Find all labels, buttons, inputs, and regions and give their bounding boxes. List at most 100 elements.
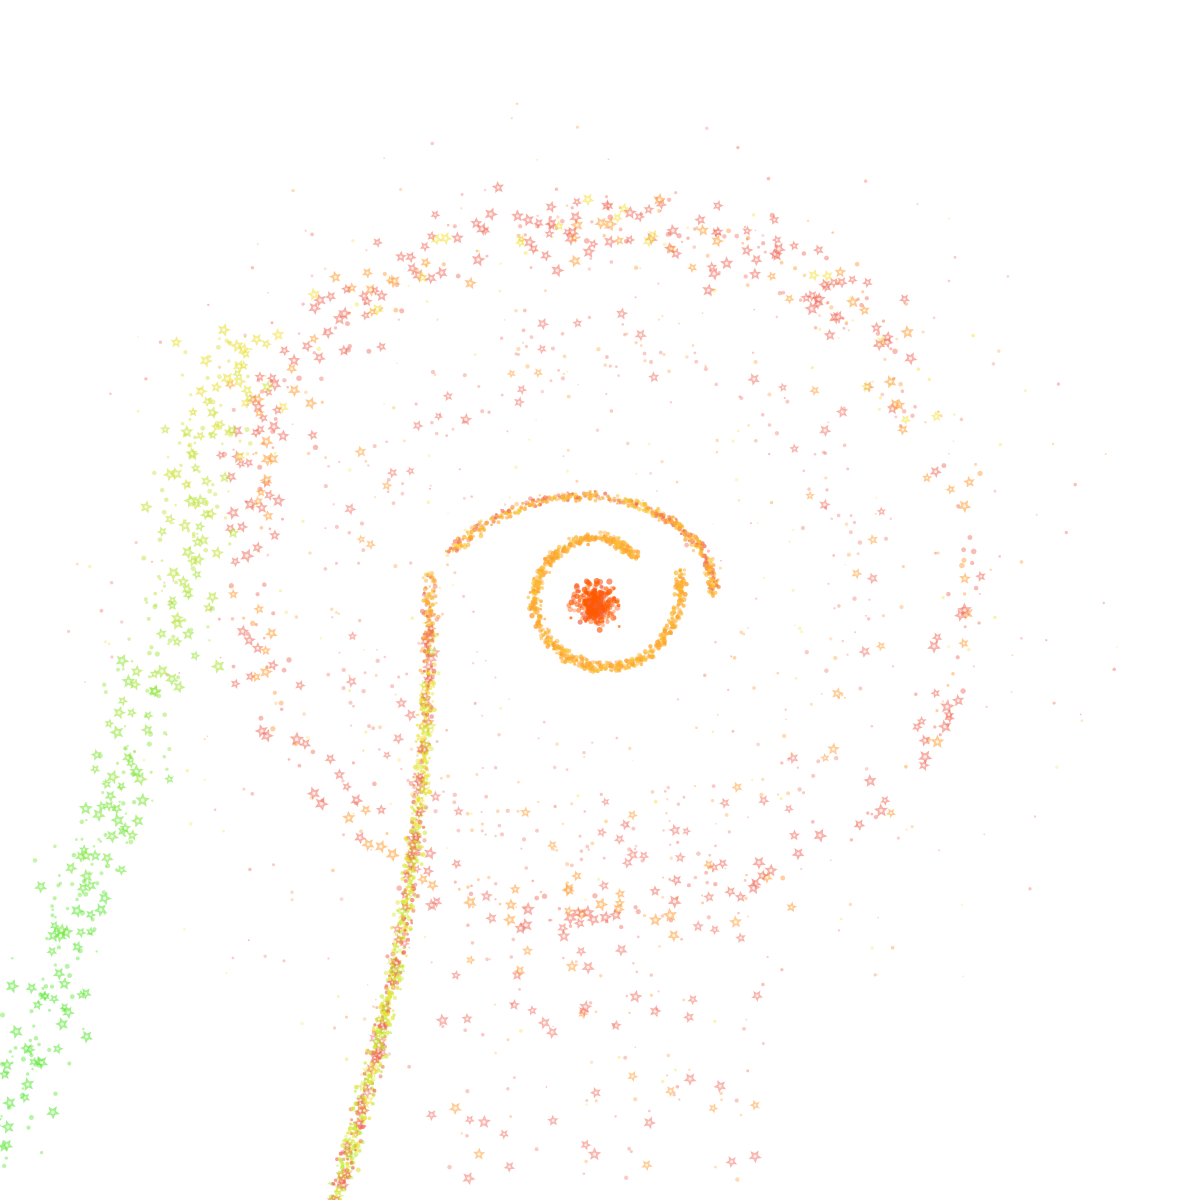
star-flower-particle: [45, 1105, 61, 1120]
dot-particle: [353, 1090, 357, 1093]
dot-particle: [627, 665, 632, 670]
dot-particle: [655, 642, 661, 648]
dot-particle: [900, 389, 905, 393]
dot-particle: [635, 909, 641, 915]
dot-particle: [960, 688, 966, 694]
dot-particle: [385, 986, 390, 991]
dot-particle: [966, 647, 971, 652]
dot-particle: [824, 668, 829, 673]
dot-particle: [913, 404, 917, 409]
star-flower-particle: [78, 800, 94, 815]
star-flower-particle: [33, 880, 48, 894]
star-flower-particle: [581, 193, 595, 207]
dot-particle: [463, 528, 467, 532]
dot-particle: [634, 1046, 637, 1049]
dot-particle: [669, 626, 673, 630]
dot-particle: [587, 315, 592, 320]
dot-particle: [433, 373, 437, 377]
dot-particle: [425, 587, 429, 590]
dot-particle: [496, 520, 501, 525]
dot-particle: [521, 837, 527, 842]
dot-particle: [625, 501, 629, 505]
dot-particle: [503, 318, 506, 321]
core-particle: [598, 616, 605, 624]
star-flower-particle: [403, 708, 417, 723]
dot-particle: [635, 970, 639, 974]
star-flower-particle: [195, 430, 207, 442]
dot-particle: [549, 635, 554, 639]
dot-particle: [250, 266, 255, 270]
dot-particle: [390, 985, 395, 989]
dot-particle: [231, 664, 236, 669]
dot-particle: [510, 506, 515, 510]
dot-particle: [606, 494, 610, 498]
dot-particle: [666, 1053, 671, 1058]
star-flower-particle: [360, 837, 375, 852]
dot-particle: [694, 359, 699, 364]
star-flower-particle: [750, 990, 764, 1003]
star-flower-particle: [110, 812, 125, 828]
dot-particle: [312, 444, 319, 450]
dot-particle: [562, 956, 565, 960]
core-particle: [566, 603, 572, 608]
dot-particle: [589, 1060, 594, 1064]
dot-particle: [825, 488, 829, 492]
dot-particle: [306, 735, 310, 740]
dot-particle: [615, 736, 619, 740]
star-flower-particle: [520, 901, 536, 916]
dot-particle: [466, 923, 470, 927]
dot-particle: [549, 379, 553, 383]
dot-particle: [703, 673, 707, 677]
dot-particle: [703, 366, 709, 372]
dot-particle: [506, 430, 509, 433]
dot-particle: [382, 271, 387, 277]
dot-particle: [594, 668, 599, 673]
star-flower-particle: [600, 797, 610, 807]
dot-particle: [231, 956, 235, 960]
star-flower-particle: [75, 927, 87, 939]
dot-particle: [914, 692, 918, 697]
star-flower-particle: [5, 978, 21, 994]
dot-particle: [402, 439, 406, 443]
dot-particle: [936, 410, 940, 414]
star-flower-particle: [191, 569, 202, 581]
dot-particle: [11, 957, 14, 960]
dot-particle: [514, 465, 518, 469]
dot-particle: [323, 567, 328, 571]
dot-particle: [576, 794, 580, 798]
dot-particle: [193, 435, 197, 440]
dot-particle: [617, 1055, 621, 1059]
star-flower-particle: [674, 851, 687, 863]
dot-particle: [806, 219, 810, 222]
star-flower-particle: [394, 696, 408, 709]
dot-particle: [612, 496, 617, 502]
star-flower-particle: [475, 222, 490, 237]
star-flower-particle: [321, 326, 335, 340]
star-flower-particle: [254, 370, 266, 382]
dot-particle: [423, 736, 428, 741]
core-particle: [592, 584, 598, 590]
dot-particle: [846, 653, 849, 656]
dot-particle: [134, 541, 138, 545]
dot-particle: [466, 885, 470, 889]
dot-particle: [591, 741, 594, 744]
dot-particle: [565, 652, 570, 657]
core-particle: [606, 578, 613, 585]
star-flower-particle: [450, 858, 462, 870]
dot-particle: [53, 963, 57, 967]
dot-particle: [335, 611, 338, 614]
dot-particle: [242, 616, 246, 620]
dot-particle: [854, 631, 857, 634]
dot-particle: [524, 866, 528, 870]
dot-particle: [749, 522, 752, 525]
core-particle: [588, 614, 592, 619]
dot-particle: [515, 102, 519, 106]
star-flower-particle: [786, 901, 798, 913]
star-flower-particle: [628, 989, 643, 1004]
dot-particle: [605, 663, 610, 668]
dot-particle: [250, 791, 255, 796]
star-flower-particle: [643, 203, 655, 215]
star-flower-particle: [266, 420, 282, 435]
core-particle: [596, 626, 603, 633]
star-flower-particle: [434, 266, 448, 280]
